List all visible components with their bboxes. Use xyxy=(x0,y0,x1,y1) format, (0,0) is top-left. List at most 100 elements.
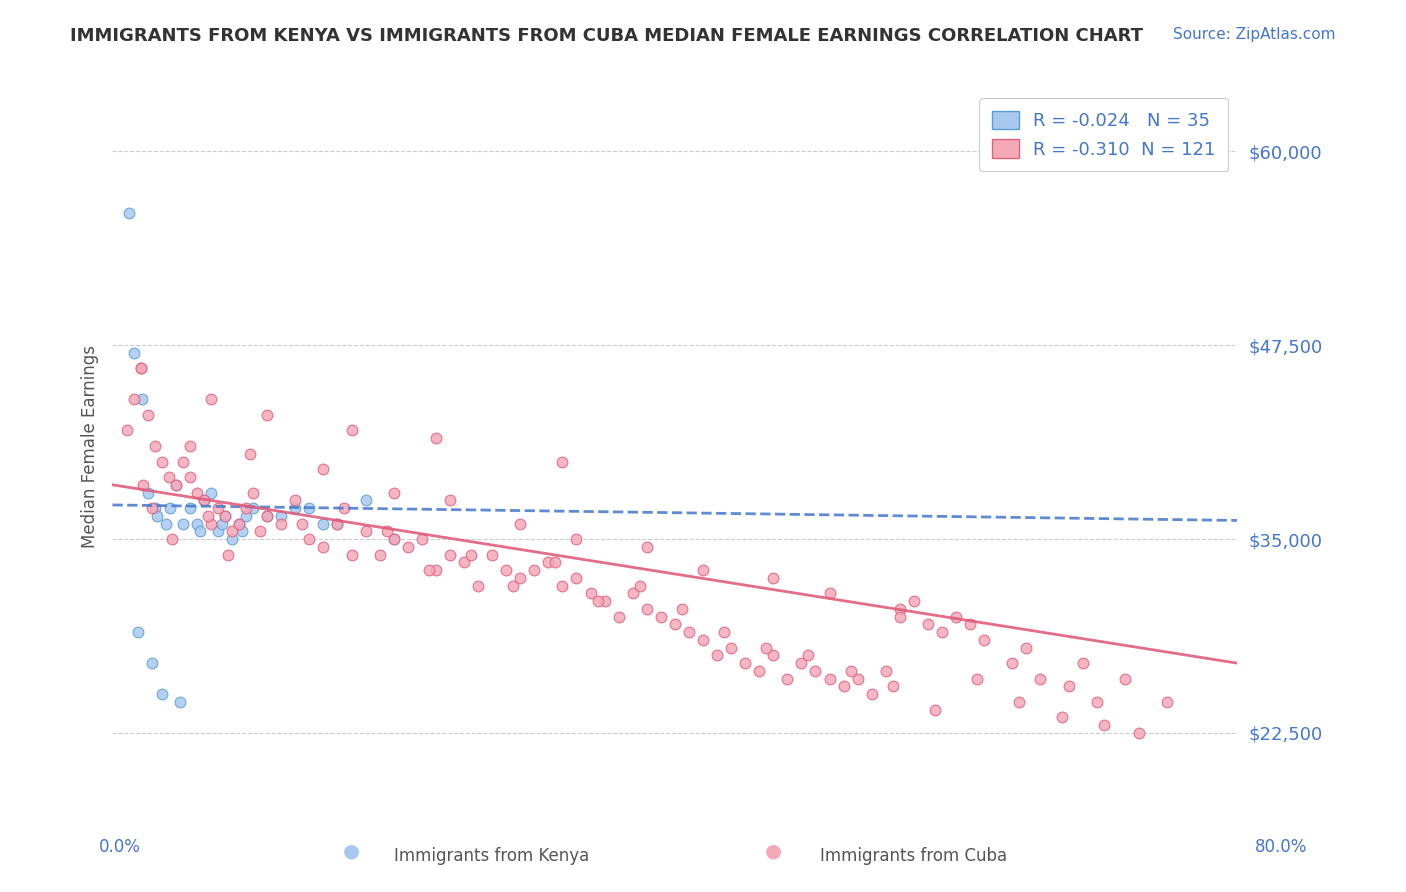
Point xyxy=(340,424,363,438)
Point xyxy=(312,462,335,476)
Point xyxy=(172,516,194,531)
Point xyxy=(917,617,939,632)
Point xyxy=(565,532,588,546)
Point xyxy=(256,408,278,422)
Point xyxy=(565,571,588,585)
Text: IMMIGRANTS FROM KENYA VS IMMIGRANTS FROM CUBA MEDIAN FEMALE EARNINGS CORRELATION: IMMIGRANTS FROM KENYA VS IMMIGRANTS FROM… xyxy=(70,27,1143,45)
Point xyxy=(425,431,447,445)
Point xyxy=(141,656,163,670)
Point xyxy=(131,392,153,407)
Point xyxy=(270,516,292,531)
Point xyxy=(776,672,799,686)
Point xyxy=(200,485,222,500)
Point xyxy=(193,493,215,508)
Point xyxy=(1057,680,1080,694)
Point xyxy=(650,609,672,624)
Point xyxy=(157,470,180,484)
Point xyxy=(382,532,405,546)
Point xyxy=(636,540,658,554)
Point xyxy=(762,571,785,585)
Point xyxy=(129,361,152,376)
Point xyxy=(544,555,567,569)
Point xyxy=(439,548,461,562)
Point xyxy=(326,516,349,531)
Point xyxy=(165,477,187,491)
Point xyxy=(959,617,981,632)
Point xyxy=(818,672,841,686)
Point xyxy=(200,392,222,407)
Point xyxy=(586,594,609,608)
Point xyxy=(115,424,138,438)
Point xyxy=(628,579,651,593)
Point xyxy=(298,532,321,546)
Point xyxy=(354,524,377,539)
Point xyxy=(143,501,166,516)
Point xyxy=(150,687,173,701)
Point xyxy=(270,508,292,523)
Point xyxy=(231,524,253,539)
Point xyxy=(242,485,264,500)
Point xyxy=(734,656,756,670)
Point xyxy=(966,672,988,686)
Point xyxy=(312,540,335,554)
Point xyxy=(502,579,524,593)
Text: ●: ● xyxy=(765,842,782,861)
Point xyxy=(755,640,778,655)
Point xyxy=(790,656,813,670)
Legend: R = -0.024   N = 35, R = -0.310  N = 121: R = -0.024 N = 35, R = -0.310 N = 121 xyxy=(979,98,1229,171)
Text: ●: ● xyxy=(343,842,360,861)
Point xyxy=(165,477,187,491)
Point xyxy=(136,408,159,422)
Point xyxy=(207,501,229,516)
Point xyxy=(179,439,201,453)
Point xyxy=(762,648,785,663)
Point xyxy=(368,548,391,562)
Point xyxy=(889,602,911,616)
Point xyxy=(797,648,820,663)
Point xyxy=(1071,656,1094,670)
Point xyxy=(1128,726,1150,740)
Point xyxy=(179,470,201,484)
Point xyxy=(256,508,278,523)
Point xyxy=(418,563,440,577)
Point xyxy=(924,703,946,717)
Point xyxy=(382,485,405,500)
Point xyxy=(382,532,405,546)
Point xyxy=(706,648,728,663)
Point xyxy=(839,664,862,678)
Point xyxy=(860,687,883,701)
Point xyxy=(593,594,616,608)
Y-axis label: Median Female Earnings: Median Female Earnings xyxy=(80,344,98,548)
Point xyxy=(875,664,897,678)
Point xyxy=(439,493,461,508)
Point xyxy=(136,485,159,500)
Text: Immigrants from Kenya: Immigrants from Kenya xyxy=(395,847,589,865)
Point xyxy=(217,548,239,562)
Point xyxy=(495,563,517,577)
Text: Source: ZipAtlas.com: Source: ZipAtlas.com xyxy=(1173,27,1336,42)
Point xyxy=(214,508,236,523)
Point xyxy=(200,516,222,531)
Point xyxy=(1015,640,1038,655)
Point xyxy=(146,508,169,523)
Point xyxy=(143,439,166,453)
Point xyxy=(903,594,925,608)
Point xyxy=(122,392,145,407)
Point xyxy=(326,516,349,531)
Text: 0.0%: 0.0% xyxy=(98,838,141,856)
Point xyxy=(354,493,377,508)
Point xyxy=(1050,710,1073,724)
Point xyxy=(159,501,181,516)
Point xyxy=(931,625,953,640)
Point xyxy=(179,501,201,516)
Point xyxy=(249,524,271,539)
Point xyxy=(284,501,307,516)
Point xyxy=(1085,695,1108,709)
Point xyxy=(846,672,869,686)
Point xyxy=(228,516,250,531)
Point xyxy=(818,586,841,600)
Point xyxy=(1001,656,1024,670)
Point xyxy=(509,571,531,585)
Point xyxy=(1008,695,1031,709)
Point xyxy=(1114,672,1136,686)
